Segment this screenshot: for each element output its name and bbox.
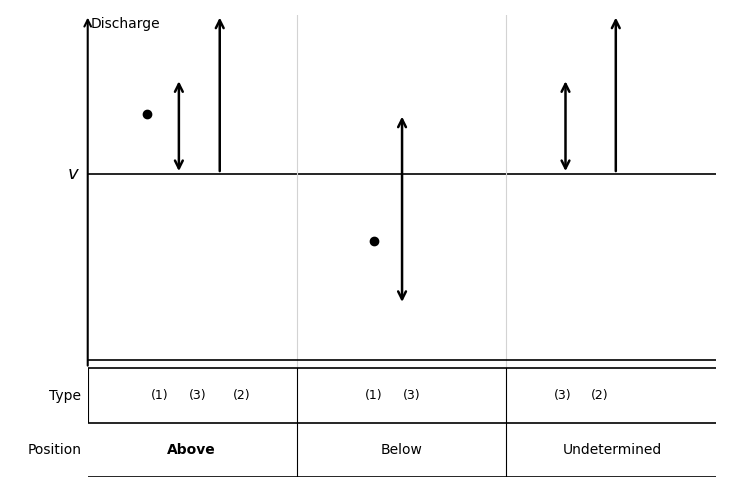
Text: v: v (68, 165, 78, 183)
Text: Discharge: Discharge (91, 17, 161, 31)
Text: (3): (3) (403, 389, 420, 402)
Text: (2): (2) (233, 389, 251, 402)
Text: (1): (1) (365, 389, 382, 402)
Text: Position: Position (28, 443, 81, 457)
Text: (3): (3) (553, 389, 571, 402)
Text: (3): (3) (189, 389, 207, 402)
Text: (2): (2) (591, 389, 609, 402)
Text: Above: Above (167, 443, 216, 457)
Text: Type: Type (50, 389, 81, 402)
Text: Undetermined: Undetermined (563, 443, 662, 457)
Text: Below: Below (381, 443, 423, 457)
Text: (1): (1) (151, 389, 169, 402)
